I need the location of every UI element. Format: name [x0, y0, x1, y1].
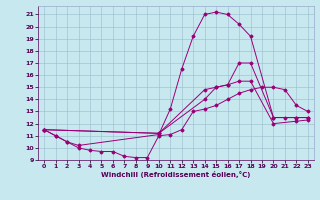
X-axis label: Windchill (Refroidissement éolien,°C): Windchill (Refroidissement éolien,°C) [101, 171, 251, 178]
